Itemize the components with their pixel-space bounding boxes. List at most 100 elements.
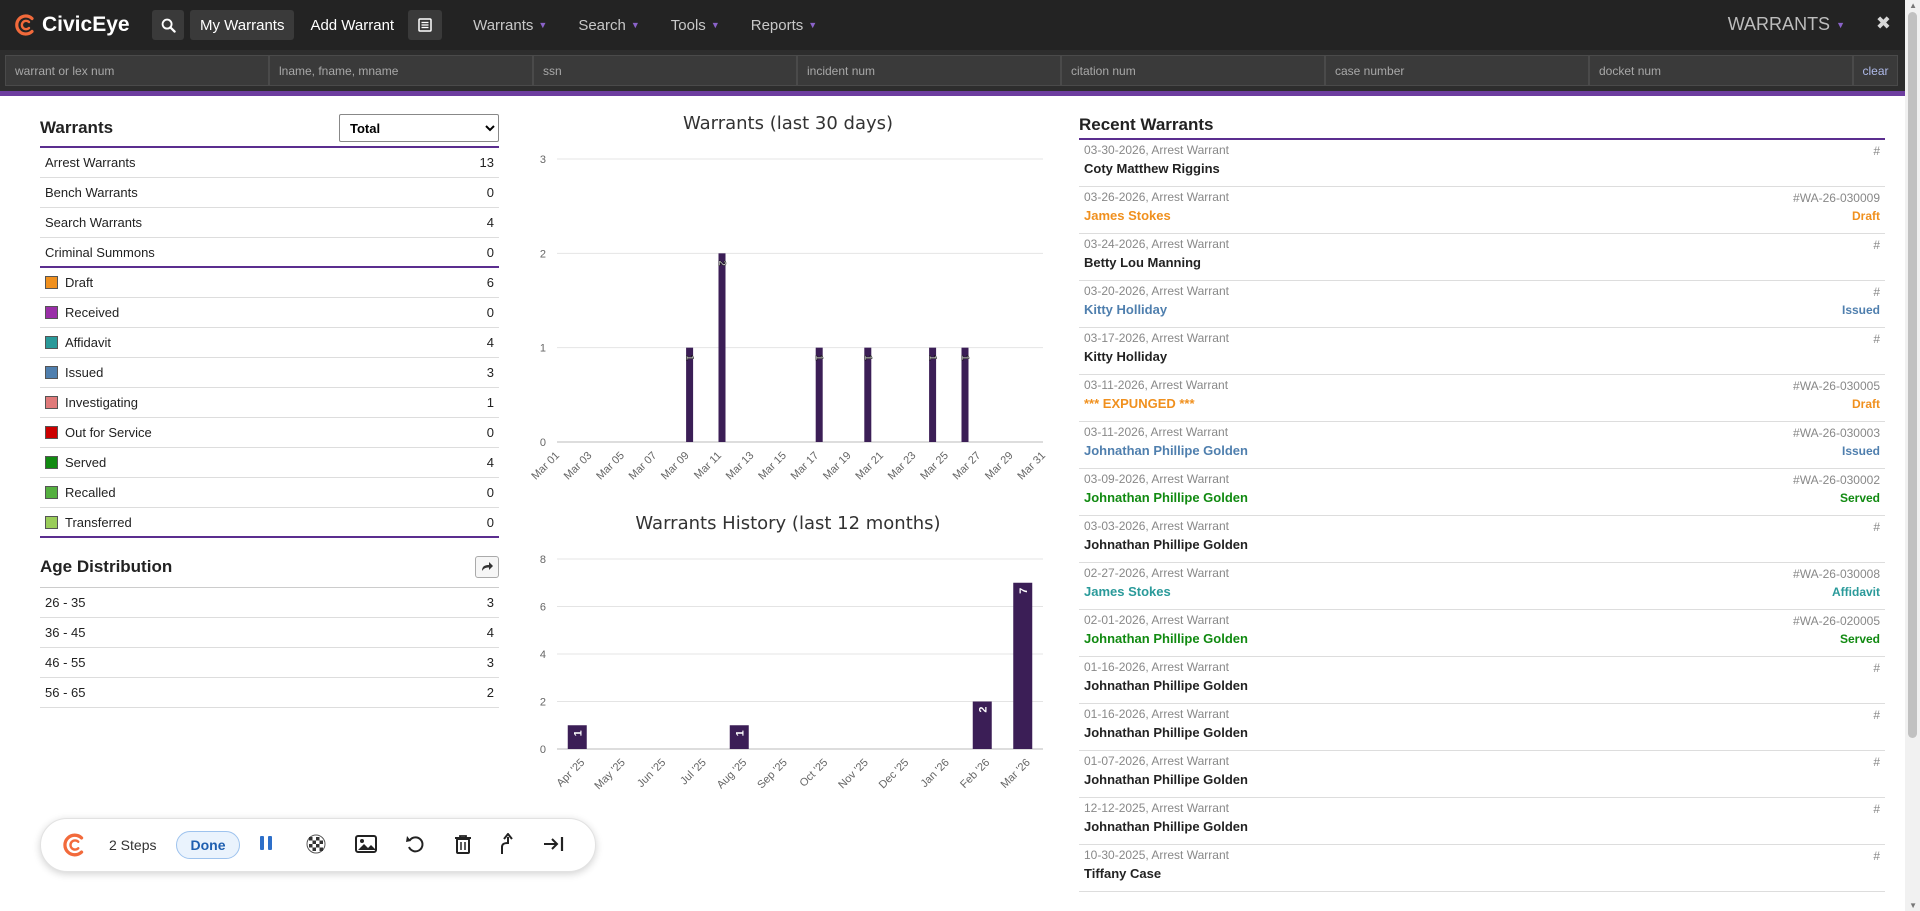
list-item[interactable]: 26 - 35 3 — [40, 588, 499, 618]
list-item[interactable]: 46 - 55 3 — [40, 648, 499, 678]
warrant-subject-name[interactable]: Johnathan Phillipe Golden — [1084, 819, 1248, 834]
list-item[interactable]: Transferred 0 — [40, 508, 499, 538]
list-item[interactable]: Served 4 — [40, 448, 499, 478]
warrant-num-input[interactable] — [5, 55, 269, 86]
warrant-subject-name[interactable]: Johnathan Phillipe Golden — [1084, 537, 1248, 552]
recent-warrant-row[interactable]: 02-27-2026, Arrest Warrant James Stokes #W… — [1079, 563, 1885, 610]
warrant-subject-name[interactable]: Kitty Holliday — [1084, 302, 1168, 317]
list-item[interactable]: Affidavit 4 — [40, 328, 499, 358]
warrant-subject-name[interactable]: James Stokes — [1084, 584, 1171, 599]
warrant-subject-name[interactable]: Johnathan Phillipe Golden — [1084, 678, 1248, 693]
branch-button[interactable] — [499, 833, 515, 855]
warrant-subject-name[interactable]: Johnathan Phillipe Golden — [1084, 772, 1248, 787]
screenshot-button[interactable] — [355, 835, 377, 853]
case-number-input[interactable] — [1325, 55, 1589, 86]
warrant-number[interactable]: #WA-26-020005 — [1793, 614, 1880, 628]
warrant-number[interactable]: #WA-26-030005 — [1793, 379, 1880, 393]
warrant-subject-name[interactable]: Tiffany Case — [1084, 866, 1162, 881]
warrant-number[interactable]: # — [1873, 708, 1880, 722]
list-item[interactable]: Received 0 — [40, 298, 499, 328]
warrant-number[interactable]: # — [1873, 661, 1880, 675]
warrants-filter-select[interactable]: Total — [339, 114, 499, 142]
warrant-number[interactable]: #WA-26-030008 — [1793, 567, 1880, 581]
list-item[interactable]: Draft 6 — [40, 268, 499, 298]
recent-warrant-row[interactable]: 03-17-2026, Arrest Warrant Kitty Holliday… — [1079, 328, 1885, 375]
recent-warrant-row[interactable]: 01-16-2026, Arrest Warrant Johnathan Phil… — [1079, 657, 1885, 704]
recent-warrant-row[interactable]: 03-11-2026, Arrest Warrant Johnathan Phil… — [1079, 422, 1885, 469]
warrant-number[interactable]: #WA-26-030002 — [1793, 473, 1880, 487]
my-warrants-button[interactable]: My Warrants — [190, 10, 295, 40]
warrant-number[interactable]: # — [1873, 802, 1880, 816]
menu-reports[interactable]: Reports ▼ — [751, 17, 817, 34]
recent-warrant-row[interactable]: 12-12-2025, Arrest Warrant Johnathan Phil… — [1079, 798, 1885, 845]
list-item[interactable]: Arrest Warrants 13 — [40, 148, 499, 178]
module-switcher[interactable]: WARRANTS ▼ — [1728, 14, 1845, 35]
blur-toggle-button[interactable] — [306, 834, 326, 854]
recent-warrant-row[interactable]: 01-07-2026, Arrest Warrant Johnathan Phil… — [1079, 751, 1885, 798]
docket-num-input[interactable] — [1589, 55, 1853, 86]
scroll-down-arrow-icon[interactable]: ▼ — [1909, 901, 1917, 910]
search-button[interactable] — [152, 10, 184, 40]
list-item[interactable]: 56 - 65 2 — [40, 678, 499, 708]
recent-warrant-row[interactable]: 03-26-2026, Arrest Warrant James Stokes #W… — [1079, 187, 1885, 234]
list-item[interactable]: Out for Service 0 — [40, 418, 499, 448]
warrant-subject-name[interactable]: Johnathan Phillipe Golden — [1084, 490, 1248, 505]
add-warrant-button[interactable]: Add Warrant — [310, 16, 395, 34]
export-button[interactable] — [475, 555, 499, 578]
recent-warrant-row[interactable]: 03-24-2026, Arrest Warrant Betty Lou Mann… — [1079, 234, 1885, 281]
warrant-subject-name[interactable]: Johnathan Phillipe Golden — [1084, 443, 1248, 458]
warrant-number[interactable]: # — [1873, 285, 1880, 299]
menu-search[interactable]: Search ▼ — [578, 17, 639, 34]
recent-warrant-row[interactable]: 01-16-2026, Arrest Warrant Johnathan Phil… — [1079, 704, 1885, 751]
warrant-subject-name[interactable]: James Stokes — [1084, 208, 1171, 223]
ssn-input[interactable] — [533, 55, 797, 86]
warrant-number[interactable]: # — [1873, 520, 1880, 534]
recent-warrant-row[interactable]: 02-01-2026, Arrest Warrant Johnathan Phil… — [1079, 610, 1885, 657]
recent-warrant-row[interactable]: 03-30-2026, Arrest Warrant Coty Matthew R… — [1079, 140, 1885, 187]
list-view-button[interactable] — [408, 10, 443, 40]
recent-warrant-row[interactable]: 03-03-2026, Arrest Warrant Johnathan Phil… — [1079, 516, 1885, 563]
citation-num-input[interactable] — [1061, 55, 1325, 86]
list-item[interactable]: Issued 3 — [40, 358, 499, 388]
incident-num-input[interactable] — [797, 55, 1061, 86]
list-item[interactable]: 36 - 45 4 — [40, 618, 499, 648]
brand[interactable]: CivicEye — [15, 13, 135, 37]
recent-warrant-row[interactable]: 03-11-2026, Arrest Warrant *** EXPUNGED *… — [1079, 375, 1885, 422]
recent-warrant-row[interactable]: 03-09-2026, Arrest Warrant Johnathan Phil… — [1079, 469, 1885, 516]
list-item[interactable]: Search Warrants 4 — [40, 208, 499, 238]
name-input[interactable] — [269, 55, 533, 86]
warrant-number[interactable]: # — [1873, 144, 1880, 158]
undo-button[interactable] — [405, 834, 425, 854]
row-label-text: Served — [65, 455, 107, 470]
close-icon[interactable]: ✖ — [1875, 13, 1891, 33]
menu-warrants[interactable]: Warrants ▼ — [473, 17, 547, 34]
scroll-up-arrow-icon[interactable]: ▲ — [1909, 1, 1917, 10]
recorder-logo-icon[interactable] — [63, 833, 87, 857]
clear-button[interactable]: clear — [1853, 55, 1898, 86]
warrant-number[interactable]: # — [1873, 849, 1880, 863]
recent-warrant-row[interactable]: 10-30-2025, Arrest Warrant Tiffany Case # — [1079, 845, 1885, 892]
warrant-number[interactable]: # — [1873, 332, 1880, 346]
list-item[interactable]: Bench Warrants 0 — [40, 178, 499, 208]
list-item[interactable]: Criminal Summons 0 — [40, 238, 499, 268]
list-item[interactable]: Investigating 1 — [40, 388, 499, 418]
scrollbar-thumb[interactable] — [1908, 12, 1917, 738]
recent-warrant-row[interactable]: 03-20-2026, Arrest Warrant Kitty Holliday… — [1079, 281, 1885, 328]
skip-to-end-button[interactable] — [543, 835, 565, 853]
warrant-number[interactable]: # — [1873, 755, 1880, 769]
pause-button[interactable] — [258, 834, 274, 852]
warrant-subject-name[interactable]: Johnathan Phillipe Golden — [1084, 725, 1248, 740]
delete-button[interactable] — [454, 834, 472, 854]
warrant-subject-name[interactable]: Coty Matthew Riggins — [1084, 161, 1220, 176]
list-item[interactable]: Recalled 0 — [40, 478, 499, 508]
warrant-subject-name[interactable]: Betty Lou Manning — [1084, 255, 1201, 270]
page-scrollbar[interactable]: ▲ ▼ — [1905, 0, 1920, 911]
warrant-subject-name[interactable]: Johnathan Phillipe Golden — [1084, 631, 1248, 646]
warrant-number[interactable]: #WA-26-030003 — [1793, 426, 1880, 440]
warrant-number[interactable]: # — [1873, 238, 1880, 252]
done-button[interactable]: Done — [176, 831, 240, 859]
warrant-number[interactable]: #WA-26-030009 — [1793, 191, 1880, 205]
menu-tools[interactable]: Tools ▼ — [671, 17, 720, 34]
warrant-subject-name[interactable]: Kitty Holliday — [1084, 349, 1168, 364]
warrant-subject-name[interactable]: *** EXPUNGED *** — [1084, 396, 1195, 411]
